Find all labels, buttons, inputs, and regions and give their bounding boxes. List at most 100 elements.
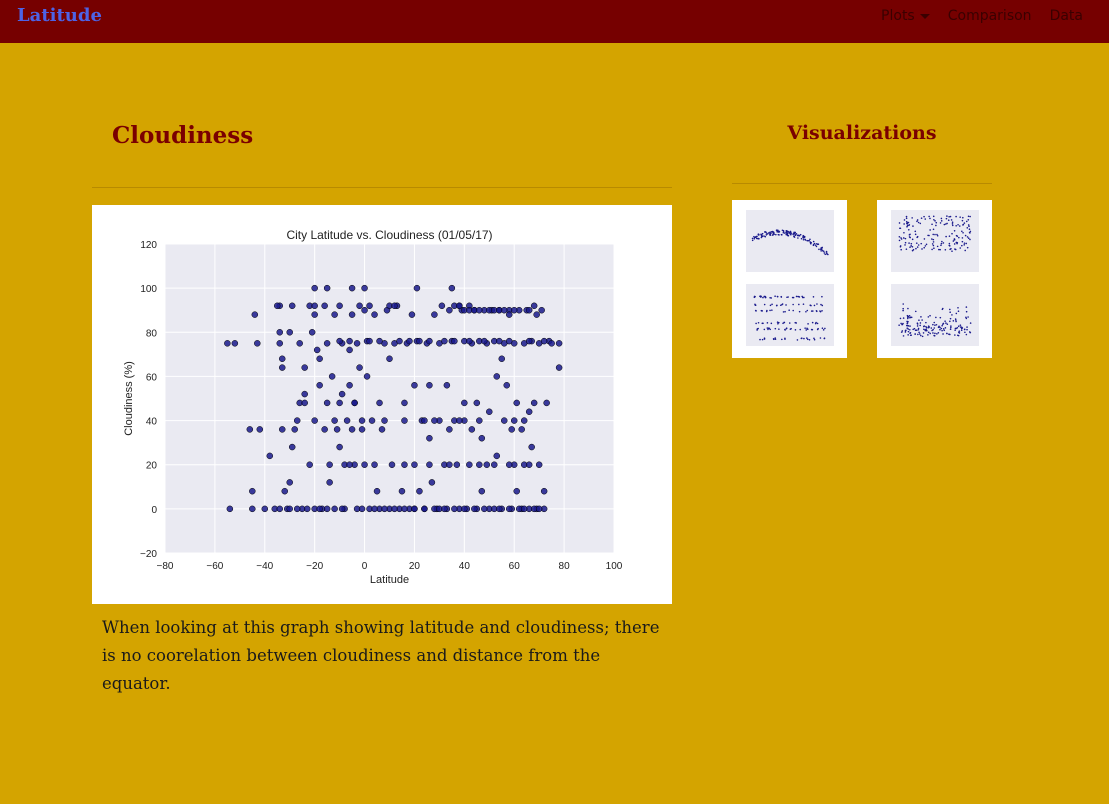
data-point	[555, 340, 563, 347]
data-point	[496, 505, 503, 513]
thumbnail-dot	[932, 332, 934, 334]
thumbnail-dot	[906, 321, 909, 323]
thumbnail-dot	[914, 230, 917, 233]
divider	[92, 187, 672, 188]
nav-item-data[interactable]: Data	[1050, 8, 1083, 24]
thumbnail-dot	[787, 230, 789, 233]
data-point	[286, 505, 293, 513]
thumbnail-dot	[911, 238, 914, 241]
thumbnail-dot	[948, 242, 951, 245]
data-point	[456, 302, 463, 310]
data-point	[538, 306, 545, 314]
thumbnail-dot	[765, 234, 768, 236]
thumbnail-dot	[953, 239, 956, 241]
nav-item-comparison[interactable]: Comparison	[948, 8, 1032, 24]
thumbnail-dot	[761, 338, 764, 341]
data-point	[293, 417, 301, 424]
thumbnail-dot	[772, 234, 774, 236]
thumbnail-dot	[936, 333, 938, 335]
thumbnail-dot	[966, 246, 969, 249]
thumbnail-dot	[775, 233, 777, 236]
thumbnail-dot	[916, 325, 919, 327]
data-point	[476, 306, 483, 314]
data-point	[426, 337, 433, 345]
data-point	[376, 337, 383, 345]
thumbnail-dot	[966, 227, 969, 229]
data-point	[391, 505, 398, 513]
thumbnail-dot	[965, 333, 968, 336]
thumbnail-dot	[968, 331, 971, 333]
thumbnail-dot	[965, 306, 968, 308]
thumbnail-dot	[946, 222, 948, 225]
thumbnail-dot	[902, 335, 905, 337]
thumbnail-dot	[953, 229, 956, 232]
thumbnail-dot	[805, 329, 808, 331]
thumbnail-temperature[interactable]	[732, 200, 847, 358]
thumbnail-dot	[788, 322, 791, 324]
thumbnail-dot	[927, 316, 930, 318]
thumbnail-dot	[908, 223, 911, 226]
thumbnail-dot	[780, 295, 783, 298]
nav-item-label: Comparison	[947, 8, 1032, 24]
thumbnail-dot	[967, 224, 970, 226]
thumbnail-dot	[933, 327, 936, 329]
thumbnail-dot	[770, 322, 773, 325]
thumbnail-dot	[929, 229, 931, 231]
data-point	[411, 461, 418, 468]
thumbnail-dot	[802, 238, 805, 241]
data-point	[361, 284, 368, 292]
thumbnail-dot	[751, 237, 754, 240]
data-point	[311, 284, 318, 292]
data-point	[471, 505, 478, 513]
thumbnail-dot	[964, 234, 967, 237]
thumbnail-dot	[944, 223, 947, 225]
data-point	[491, 461, 498, 468]
data-point	[336, 302, 343, 310]
thumbnail-dot	[813, 338, 816, 341]
thumbnail-dot	[787, 234, 790, 237]
data-point	[301, 364, 308, 371]
thumbnail-dot	[962, 231, 964, 234]
thumbnail-dot	[929, 314, 931, 317]
thumbnail-dot	[777, 230, 779, 233]
thumbnail-dot	[794, 321, 797, 324]
data-point	[266, 452, 274, 460]
thumbnail-dot	[957, 306, 959, 309]
thumbnail-dot	[920, 316, 922, 318]
thumbnail-dot	[803, 337, 805, 340]
thumbnail-dot	[899, 245, 902, 247]
thumbnail-dot	[941, 307, 944, 310]
thumbnail-dot	[784, 337, 786, 340]
thumbnail-dot	[784, 328, 786, 331]
thumbnail-dot	[904, 331, 907, 333]
thumbnail-dot	[761, 235, 764, 238]
thumbnail-dot	[932, 238, 935, 241]
data-point	[451, 337, 458, 345]
thumbnail-dot	[965, 310, 968, 313]
nav-item-plots[interactable]: Plots	[881, 8, 930, 24]
data-point	[473, 399, 481, 407]
data-point	[323, 340, 331, 347]
thumbnail-dot	[933, 218, 935, 221]
thumbnail-dot	[820, 303, 822, 306]
data-point	[358, 505, 366, 513]
thumbnail-dot	[927, 325, 930, 327]
brand-link[interactable]: Latitude	[17, 5, 102, 26]
thumbnail-dot	[963, 328, 966, 331]
thumbnail-humidity[interactable]	[877, 200, 992, 358]
thumbnail-dot	[949, 248, 951, 251]
thumbnail-dot	[781, 338, 783, 341]
thumbnail-dot	[759, 295, 762, 297]
thumbnail-dot	[910, 242, 913, 245]
thumbnail-dot	[912, 248, 915, 251]
thumbnail-dot	[900, 248, 902, 251]
thumbnail-dot	[919, 334, 922, 337]
data-point	[391, 302, 398, 310]
data-point	[401, 505, 408, 513]
thumbnail-dot	[916, 220, 918, 223]
thumbnail-dot	[814, 244, 817, 246]
thumbnail-dot	[959, 324, 962, 326]
thumbnail-dot	[774, 337, 777, 339]
thumbnail-dot	[923, 215, 925, 218]
data-point	[438, 302, 446, 310]
